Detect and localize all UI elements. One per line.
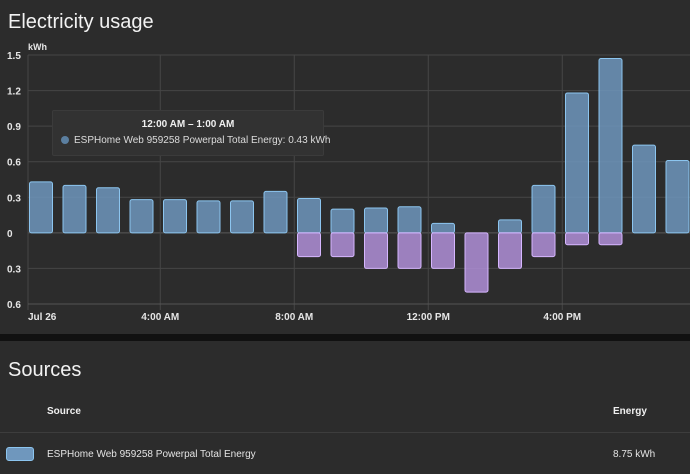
consumption-bar (531, 184, 556, 234)
energy-bar-chart[interactable]: 1.5 1.2 0.9 0.6 0.3 0 0.3 0.6 kWh Jul 26 4:00 AM 8:… (0, 0, 690, 334)
return-bar (598, 232, 623, 246)
series-dot-icon (61, 136, 69, 144)
y-tick-label: 0.3 (7, 193, 21, 204)
consumption-bar (364, 207, 388, 234)
return-bar (464, 232, 489, 293)
return-bar (297, 232, 321, 258)
chart-tooltip: 12:00 AM – 1:00 AM ESPHome Web 959258 Po… (52, 110, 330, 156)
consumption-bar (330, 208, 355, 234)
y-tick-label: 1.5 (7, 51, 21, 62)
sources-card: Sources Source Energy ESPHome Web 959258… (0, 341, 690, 474)
table-divider (0, 432, 690, 433)
y-tick-label: 0.9 (7, 122, 21, 133)
consumption-bar (297, 197, 321, 234)
consumption-bar (498, 219, 522, 234)
x-tick-label: 8:00 AM (275, 312, 313, 323)
consumption-bar (632, 144, 656, 234)
return-bar (565, 232, 589, 246)
consumption-bar (230, 200, 254, 234)
column-header-source: Source (47, 406, 81, 417)
x-tick-label: 12:00 PM (407, 312, 450, 323)
y-axis-label: kWh (28, 42, 47, 52)
consumption-bar (163, 199, 187, 234)
tooltip-title: 12:00 AM – 1:00 AM (141, 119, 235, 130)
x-tick-label: Jul 26 (28, 312, 57, 323)
return-bar (397, 232, 422, 269)
consumption-bar (665, 160, 690, 234)
y-tick-label: 0.3 (7, 264, 21, 275)
source-color-swatch (6, 447, 34, 461)
return-bar (531, 232, 556, 258)
tooltip-series-label: ESPHome Web 959258 Powerpal Total Energy… (74, 135, 331, 146)
consumption-bar (565, 92, 589, 234)
consumption-bar (62, 184, 87, 234)
y-tick-label: 1.2 (7, 87, 21, 98)
source-name: ESPHome Web 959258 Powerpal Total Energy (47, 449, 256, 460)
consumption-bar (96, 187, 120, 234)
consumption-bar (598, 58, 623, 234)
return-bar (364, 232, 388, 269)
x-tick-label: 4:00 PM (543, 312, 581, 323)
source-energy-value: 8.75 kWh (613, 449, 656, 460)
consumption-bar (263, 190, 288, 234)
return-bar (431, 232, 455, 269)
consumption-bar (397, 206, 422, 234)
column-header-energy: Energy (613, 406, 647, 417)
return-bar (330, 232, 355, 258)
consumption-bar (196, 200, 221, 234)
x-tick-label: 4:00 AM (141, 312, 179, 323)
consumption-bar (431, 222, 455, 234)
y-tick-label: 0 (7, 229, 13, 240)
y-tick-label: 0.6 (7, 300, 21, 311)
card-title: Electricity usage (8, 11, 154, 33)
y-tick-label: 0.6 (7, 158, 21, 169)
card-title: Sources (8, 359, 82, 381)
consumption-bar (29, 181, 53, 234)
electricity-usage-card: Electricity usage 1.5 1.2 0.9 0.6 0.3 0 0.3 0.6… (0, 0, 690, 334)
consumption-bar (129, 199, 154, 234)
return-bar (498, 232, 522, 269)
tooltip-series-row: ESPHome Web 959258 Powerpal Total Energy… (61, 135, 330, 146)
